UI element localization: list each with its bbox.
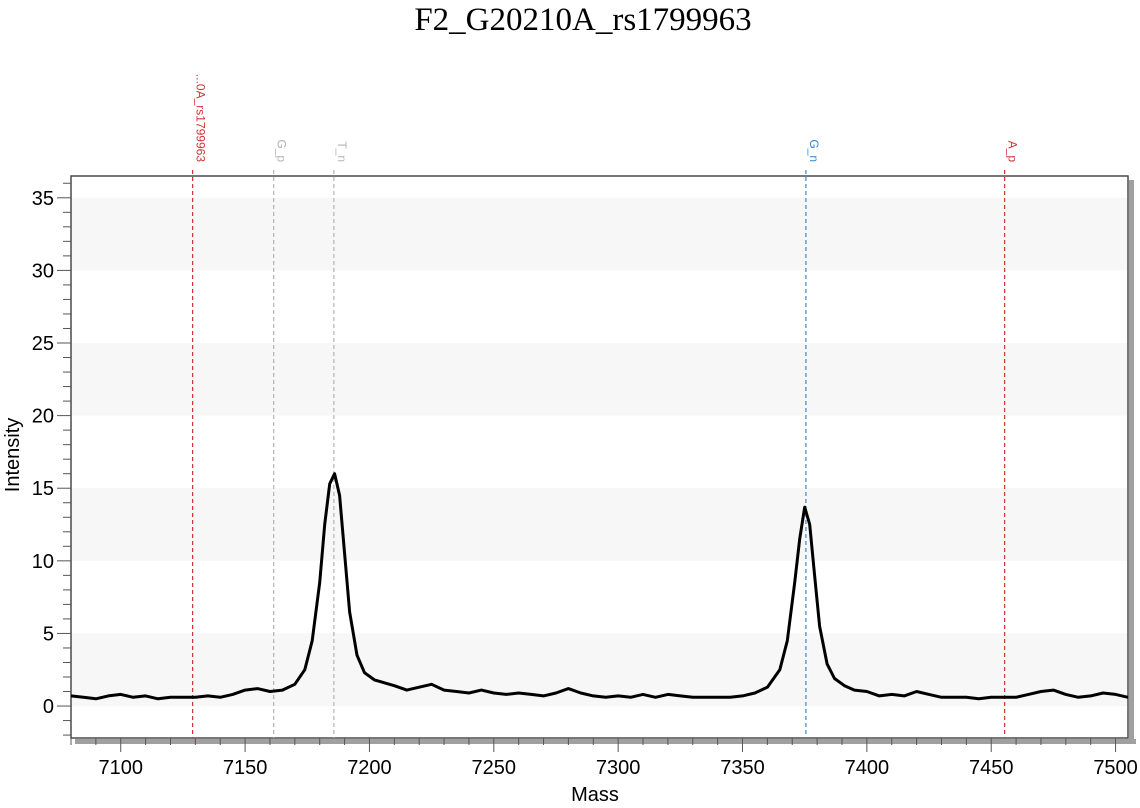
- frame-shadow-right: [1129, 180, 1134, 744]
- y-tick-label: 10: [32, 551, 54, 573]
- marker-label: T_n: [335, 141, 349, 162]
- plot-bands: [71, 197, 1128, 707]
- x-tick-label: 7150: [223, 757, 268, 779]
- y-tick-label: 30: [32, 260, 54, 282]
- plot-frame: [70, 175, 1129, 739]
- marker-label: G_p: [275, 139, 289, 162]
- plot-frame-shadow: [75, 180, 1136, 744]
- grid-band: [71, 343, 1128, 416]
- spectrum-line: [70, 472, 1129, 701]
- x-axis: 7100 7150 7200 7250 7300 7350 7400 7450 7500: [70, 738, 1138, 779]
- y-tick-label: 15: [32, 478, 54, 500]
- frame-shadow-bottom: [75, 739, 1136, 744]
- chart-title: F2_G20210A_rs1799963: [414, 2, 751, 38]
- marker-label: G_n: [807, 139, 821, 162]
- x-tick-label: 7200: [347, 757, 392, 779]
- x-tick-label: 7100: [98, 757, 143, 779]
- allele-markers: ...0A_rs1799963 G_p T_n G_n A_p: [192, 74, 1020, 738]
- y-tick-label: 0: [43, 696, 54, 718]
- y-axis-title: Intensity: [2, 418, 24, 492]
- y-tick-label: 5: [43, 623, 54, 645]
- x-tick-label: 7500: [1093, 757, 1138, 779]
- x-tick-label: 7450: [969, 757, 1014, 779]
- x-tick-label: 7250: [472, 757, 517, 779]
- marker-label: A_p: [1006, 141, 1020, 163]
- x-tick-label: 7400: [845, 757, 890, 779]
- x-tick-label: 7350: [720, 757, 765, 779]
- x-tick-label: 7300: [596, 757, 641, 779]
- grid-band: [71, 488, 1128, 561]
- y-tick-label: 35: [32, 188, 54, 210]
- y-tick-label: 20: [32, 406, 54, 428]
- spectrum-series: [70, 472, 1129, 701]
- y-tick-label: 25: [32, 333, 54, 355]
- y-axis: 0 5 10 15 20 25 30 35: [32, 182, 71, 736]
- grid-band: [71, 633, 1128, 707]
- grid-band: [71, 197, 1128, 271]
- x-axis-title: Mass: [571, 784, 619, 806]
- marker-label: ...0A_rs1799963: [194, 74, 208, 162]
